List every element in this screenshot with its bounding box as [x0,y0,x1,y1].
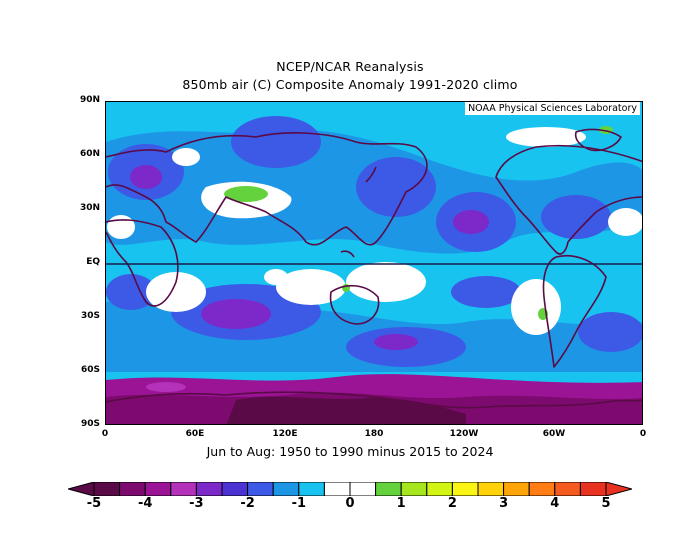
lon-label-120w: 120W [449,429,479,439]
colorbar-cell [349,482,377,496]
colorbar-cell [579,482,607,496]
lat-label-90n: 90N [79,95,100,105]
colorbar-cell [375,482,402,496]
colorbar-cell [272,482,300,496]
lon-label-180: 180 [364,429,384,439]
colorbar-label: -3 [189,496,204,511]
colorbar-cell [144,482,172,496]
colorbar-label: -4 [137,496,153,511]
lon-label-60w: 60W [542,429,566,439]
colorbar-label: -2 [240,496,255,511]
colorbar-cell [528,482,556,496]
colorbar-cell [503,482,530,496]
colorbar-cell [93,482,121,496]
colorbar-cell [221,482,249,496]
lat-label-60n: 60N [79,149,100,159]
colorbar-label: -5 [86,496,102,511]
colorbar-arrow-left [68,482,95,496]
lon-label-0: 0 [101,429,109,439]
colorbar-label: 5 [601,496,611,511]
colorbar-cell [554,482,581,496]
colorbar [68,482,632,496]
colorbar-cell [323,482,351,496]
lon-label-120e: 120E [272,429,298,439]
map-title: NCEP/NCAR Reanalysis [276,59,424,74]
coastlines [106,128,642,409]
lon-label-0-end: 0 [639,429,647,439]
anomaly-near-zero-regions [107,127,642,335]
colorbar-cell [170,482,197,496]
colorbar-label: 2 [447,496,457,511]
lat-label-30n: 30N [79,203,100,213]
colorbar-cell [247,482,274,496]
anomaly-blue-regions [106,116,642,367]
lat-label-90s: 90S [80,419,100,429]
colorbar-cell [426,482,453,496]
credit-label: NOAA Physical Sciences Laboratory [465,102,640,115]
lon-label-60e: 60E [185,429,205,439]
colorbar-label: -1 [291,496,307,511]
colorbar-cell [400,482,428,496]
colorbar-cell [195,482,223,496]
lat-label-60s: 60S [80,365,100,375]
period-subtitle: Jun to Aug: 1950 to 1990 minus 2015 to 2… [206,444,494,459]
anomaly-violet-regions [130,165,489,350]
colorbar-label: 0 [345,496,355,511]
colorbar-cell [451,482,479,496]
colorbar-label: 1 [396,496,406,511]
map-subtitle-line: 850mb air (C) Composite Anomaly 1991-202… [182,77,518,92]
colorbar-label: 3 [499,496,509,511]
colorbar-label: 4 [550,496,560,511]
anomaly-antarctic-band [106,374,642,424]
colorbar-cell [119,482,146,496]
colorbar-cell [298,482,325,496]
colorbar-cell [477,482,505,496]
lat-label-eq: EQ [86,257,100,267]
lat-label-30s: 30S [80,311,100,321]
colorbar-arrow-right [605,482,632,496]
anomaly-map: NOAA Physical Sciences Laboratory [105,101,643,425]
